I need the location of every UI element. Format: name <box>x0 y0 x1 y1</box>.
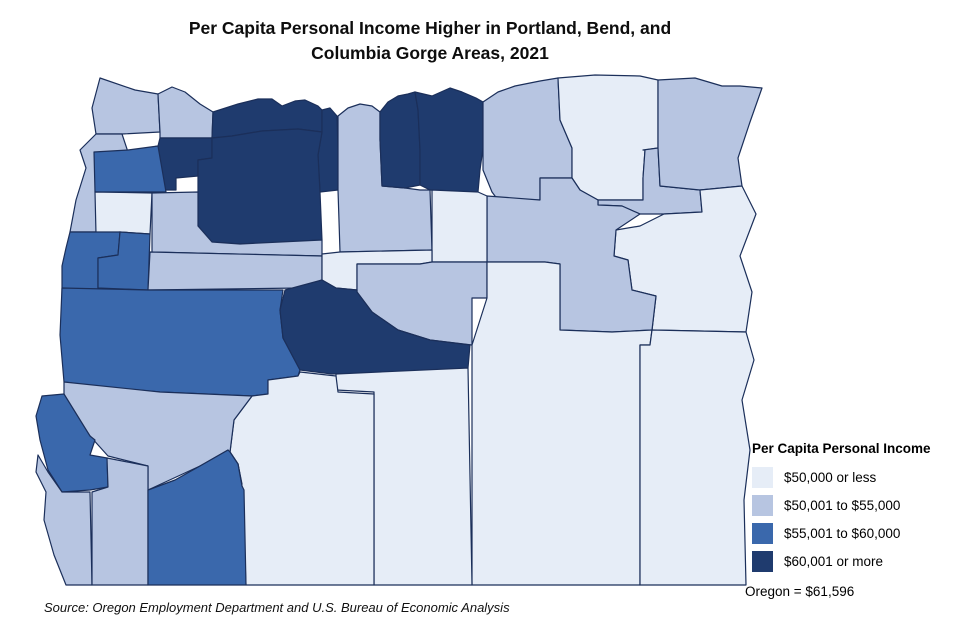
legend-title: Per Capita Personal Income <box>752 441 931 456</box>
county-columbia <box>157 86 214 139</box>
county-jackson <box>147 449 247 586</box>
county-linn <box>147 251 323 291</box>
legend-swatch-3 <box>752 550 773 572</box>
county-sherman <box>379 91 421 189</box>
legend-label: $50,000 or less <box>784 469 877 485</box>
county-wheeler <box>431 189 488 263</box>
legend-swatch-0 <box>752 466 773 488</box>
legend-item: $60,001 or more <box>752 547 978 575</box>
legend-label: $50,001 to $55,000 <box>784 497 901 513</box>
county-benton <box>97 231 151 291</box>
legend-item: $50,000 or less <box>752 463 978 491</box>
county-curry <box>35 454 93 586</box>
title-line-2: Columbia Gorge Areas, 2021 <box>311 42 549 63</box>
map-legend: Per Capita Personal Income $50,000 or le… <box>745 441 978 599</box>
legend-label: $60,001 or more <box>784 553 884 569</box>
legend-label: $55,001 to $60,000 <box>784 525 901 541</box>
county-polk <box>94 191 153 235</box>
county-clatsop <box>91 77 161 135</box>
county-lane <box>59 287 301 397</box>
county-malheur <box>639 329 755 586</box>
county-deschutes <box>279 279 471 375</box>
county-clackamas <box>197 128 323 245</box>
county-gilliam <box>414 87 484 193</box>
county-klamath <box>229 371 375 586</box>
page-title: Per Capita Personal Income Higher in Por… <box>70 16 790 65</box>
legend-rows: $50,000 or less $50,001 to $55,000 $55,001… <box>752 463 978 575</box>
legend-item: $50,001 to $55,000 <box>752 491 978 519</box>
county-yamhill <box>93 145 167 193</box>
county-wallowa <box>657 77 763 191</box>
legend-swatch-2 <box>752 522 773 544</box>
legend-state-value: Oregon = $61,596 <box>745 584 855 599</box>
source-citation: Source: Oregon Employment Department and… <box>44 600 510 615</box>
legend-item: $55,001 to $60,000 <box>752 519 978 547</box>
legend-swatch-1 <box>752 494 773 516</box>
county-josephine <box>91 457 149 586</box>
title-line-1: Per Capita Personal Income Higher in Por… <box>188 18 672 38</box>
